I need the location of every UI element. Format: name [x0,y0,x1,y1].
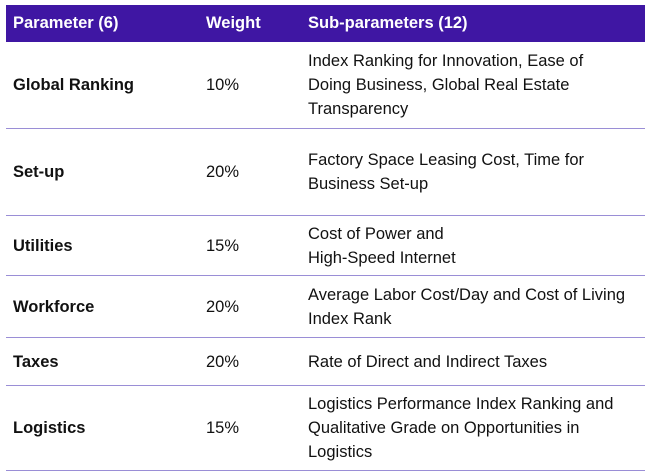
parameter-cell: Taxes [6,337,199,386]
parameter-cell: Logistics [6,385,199,471]
sub-parameters-cell: Logistics Performance Index Ranking and … [301,385,645,471]
weight-cell: 20% [199,337,301,386]
table-header-row: Parameter (6) Weight Sub-parameters (12) [6,5,645,42]
sub-parameters-cell: Average Labor Cost/Day and Cost of Livin… [301,275,645,338]
parameter-cell: Utilities [6,215,199,276]
parameter-cell: Set-up [6,128,199,216]
weight-cell: 15% [199,385,301,471]
parameters-table: Parameter (6) Weight Sub-parameters (12)… [6,5,645,471]
header-weight: Weight [199,5,301,42]
table-row: Workforce 20% Average Labor Cost/Day and C… [6,275,645,338]
sub-parameters-cell: Factory Space Leasing Cost, Time for Bus… [301,128,645,216]
weight-cell: 15% [199,215,301,276]
weight-cell: 20% [199,128,301,216]
sub-parameters-cell: Rate of Direct and Indirect Taxes [301,337,645,386]
sub-parameters-cell: Index Ranking for Innovation, Ease of Do… [301,42,645,129]
table-row: Set-up 20% Factory Space Leasing Cost, Tim… [6,128,645,216]
parameter-cell: Workforce [6,275,199,338]
table-row: Taxes 20% Rate of Direct and Indirect Taxe… [6,337,645,386]
parameter-cell: Global Ranking [6,42,199,129]
table-row: Global Ranking 10% Index Ranking for Innov… [6,42,645,129]
header-sub-parameters: Sub-parameters (12) [301,5,645,42]
table-row: Logistics 15% Logistics Performance Index … [6,385,645,471]
sub-parameters-cell: Cost of Power and High-Speed Internet [301,215,645,276]
weight-cell: 20% [199,275,301,338]
table-row: Utilities 15% Cost of Power and High-Speed… [6,215,645,276]
weight-cell: 10% [199,42,301,129]
header-parameter: Parameter (6) [6,5,199,42]
